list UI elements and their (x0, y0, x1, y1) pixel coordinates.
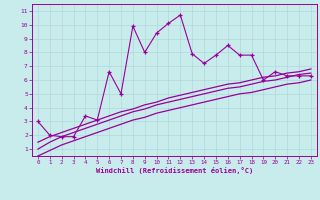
X-axis label: Windchill (Refroidissement éolien,°C): Windchill (Refroidissement éolien,°C) (96, 167, 253, 174)
